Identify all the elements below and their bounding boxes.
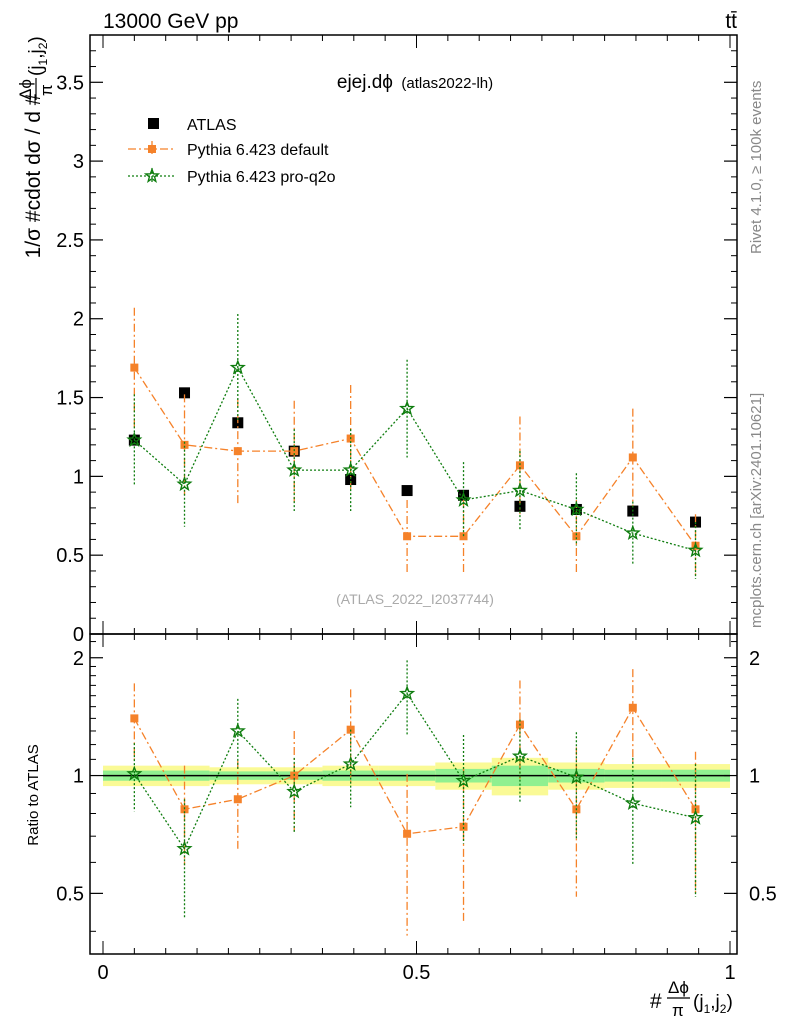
main-point-pythia-6-423-default-6 [459, 532, 468, 541]
xlabel-hash: # [650, 990, 662, 1013]
main-point-pythia-6-423-pro-q2o-5 [398, 400, 416, 416]
main-ytick-label-0: 0 [73, 624, 84, 646]
main-point-atlas-5 [401, 485, 413, 497]
legend: ATLAS Pythia 6.423 default Pythia 6.423 … [128, 117, 336, 186]
ratio-point-pythia-6-423-pro-q2o-3 [286, 783, 303, 799]
main-point-pythia-6-423-pro-q2o-4 [342, 461, 359, 477]
xtick-label-0: 0 [97, 962, 108, 984]
main-point-pythia-6-423-default-1 [180, 440, 189, 449]
ratio-point-pythia-6-423-pro-q2o-4 [342, 755, 359, 771]
xlabel-args: (j1,j2) [693, 992, 733, 1016]
ratio-y-axis-label: Ratio to ATLAS [25, 744, 42, 845]
ylabel-args: (j1,j2) [26, 36, 50, 76]
ratio-uncertainty-bands [103, 757, 730, 796]
main-point-pythia-6-423-pro-q2o-3 [286, 461, 303, 477]
ratio-point-pythia-6-423-pro-q2o-2 [229, 722, 246, 738]
x-axis-label: # Δϕ π (j1,j2) [650, 978, 733, 1020]
ratio-frame [89, 633, 738, 955]
ratio-point-pythia-6-423-default-9 [628, 703, 637, 712]
process-label: tt̄ [725, 10, 737, 33]
main-y-axis-label-fraction: Δϕ π (j1,j2) [16, 36, 56, 100]
plot-title: ejej.dϕ (atlas2022-lh) [337, 72, 493, 93]
main-y-axis-label-text: 1/σ #cdot dσ / d # [22, 93, 45, 258]
legend-marker-pythia-proq2o [143, 167, 161, 183]
main-line-pythia-6-423-pro-q2o [133, 366, 696, 552]
main-point-pythia-6-423-default-9 [628, 453, 637, 462]
main-ytick-label-4: 2 [73, 309, 84, 331]
xlabel-frac-den: π [672, 1001, 684, 1020]
ratio-point-pythia-6-423-default-1 [180, 805, 189, 814]
legend-marker-pythia-default [148, 145, 156, 153]
main-point-atlas-7 [514, 500, 526, 512]
main-point-pythia-6-423-pro-q2o-9 [624, 524, 641, 541]
main-ytick-label-3: 1.5 [56, 388, 84, 410]
energy-label: 13000 GeV pp [103, 10, 238, 33]
ratio-point-pythia-6-423-pro-q2o-1 [176, 840, 193, 856]
main-point-pythia-6-423-default-8 [572, 532, 581, 541]
legend-label-pythia-proq2o: Pythia 6.423 pro-q2o [187, 169, 336, 186]
ratio-line-pythia-6-423-default [133, 706, 697, 835]
ratio-ytick-label-left-2: 2 [73, 648, 84, 670]
main-point-pythia-6-423-pro-q2o-7 [511, 482, 528, 498]
ratio-ytick-label-right-0: 0.5 [749, 883, 777, 905]
main-point-pythia-6-423-pro-q2o-10 [687, 542, 704, 558]
main-point-pythia-6-423-pro-q2o-2 [229, 359, 246, 375]
main-point-pythia-6-423-default-7 [515, 461, 524, 470]
ratio-point-pythia-6-423-pro-q2o-6 [455, 772, 472, 788]
ylabel-frac-den: π [37, 84, 56, 96]
ratio-ytick-label-left-0: 0.5 [56, 883, 84, 905]
ratio-point-pythia-6-423-pro-q2o-5 [398, 685, 416, 701]
ratio-ytick-label-right-2: 2 [749, 648, 760, 670]
main-point-pythia-6-423-pro-q2o-8 [568, 500, 585, 517]
ratio-plot-marks [126, 660, 704, 936]
main-ytick-label-7: 3.5 [56, 72, 84, 94]
xtick-label-2: 1 [724, 962, 735, 984]
legend-label-pythia-default: Pythia 6.423 default [187, 142, 329, 159]
main-ytick-label-1: 0.5 [56, 545, 84, 567]
ratio-point-pythia-6-423-pro-q2o-9 [624, 794, 641, 811]
analysis-watermark: (ATLAS_2022_I2037744) [336, 591, 494, 607]
main-ytick-label-2: 1 [73, 466, 84, 488]
main-ytick-label-6: 3 [73, 151, 84, 173]
legend-label-atlas: ATLAS [187, 117, 237, 134]
ratio-line-pythia-6-423-pro-q2o [133, 692, 696, 851]
mcplots-label: mcplots.cern.ch [arXiv:2401.10621] [748, 393, 765, 628]
legend-marker-atlas [148, 118, 159, 129]
main-plot-marks [126, 307, 704, 579]
main-point-pythia-6-423-default-3 [290, 447, 299, 456]
main-ytick-label-5: 2.5 [56, 230, 84, 252]
xlabel-frac-num: Δϕ [668, 978, 689, 997]
main-point-atlas-4 [345, 474, 357, 486]
ylabel-prefix: 1/σ #cdot dσ / d # [22, 93, 45, 258]
ratio-point-pythia-6-423-pro-q2o-0 [126, 765, 143, 781]
main-line-pythia-6-423-default [133, 367, 697, 547]
ratio-point-pythia-6-423-default-2 [233, 795, 242, 804]
main-point-pythia-6-423-default-0 [130, 363, 139, 372]
main-point-pythia-6-423-pro-q2o-6 [455, 491, 472, 507]
main-point-pythia-6-423-default-5 [403, 532, 412, 541]
axes: 00.511.522.533.50.5 0.51 12 20 0.5 1 [56, 34, 777, 984]
xtick-label-1: 0.5 [403, 962, 431, 984]
main-point-pythia-6-423-default-2 [233, 447, 242, 456]
ratio-ytick-label-left-1: 1 [73, 766, 84, 788]
plot-title-main: ejej.dϕ [337, 72, 393, 93]
ratio-point-pythia-6-423-pro-q2o-7 [511, 747, 528, 764]
ratio-point-pythia-6-423-pro-q2o-10 [687, 809, 704, 825]
main-y-axis-label: 1/σ #cdot dσ / d # [22, 93, 45, 258]
main-point-pythia-6-423-pro-q2o-1 [176, 475, 193, 492]
ratio-point-pythia-6-423-pro-q2o-8 [568, 768, 585, 785]
ratio-point-pythia-6-423-default-6 [459, 822, 468, 831]
ratio-ytick-label-right-1: 1 [749, 766, 760, 788]
rivet-version-label: Rivet 4.1.0, ≥ 100k events [748, 81, 765, 254]
ratio-point-pythia-6-423-default-5 [403, 829, 412, 838]
ylabel-frac-num: Δϕ [16, 79, 35, 100]
main-point-atlas-1 [179, 387, 191, 399]
plot-title-sub: (atlas2022-lh) [401, 75, 493, 92]
ratio-point-pythia-6-423-default-0 [130, 714, 139, 723]
main-point-pythia-6-423-pro-q2o-0 [126, 431, 143, 448]
